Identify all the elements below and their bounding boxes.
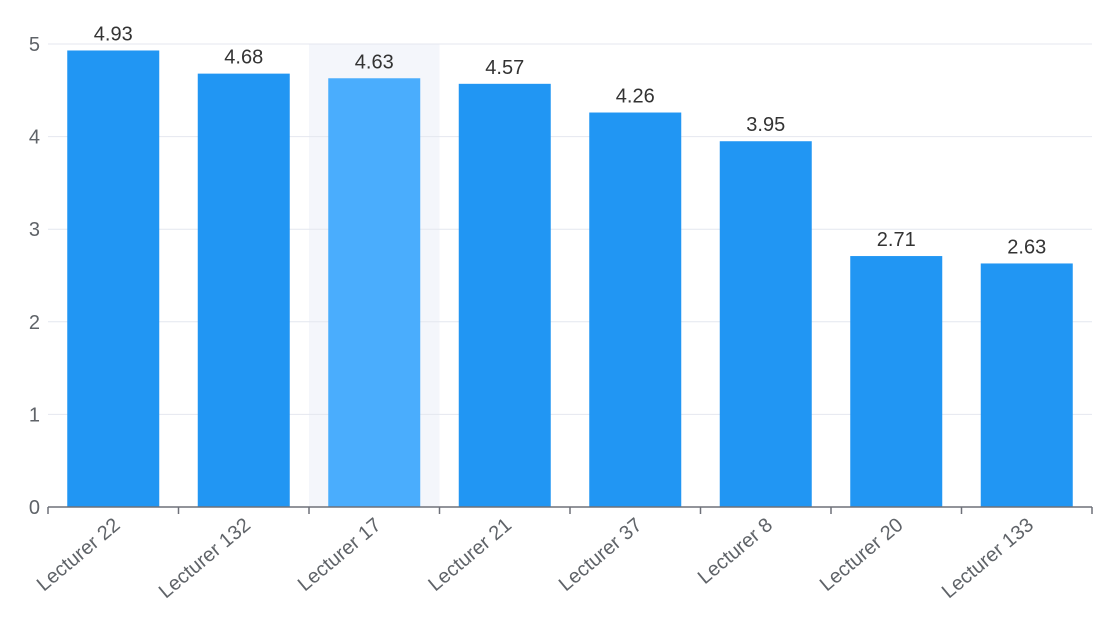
bar	[980, 263, 1073, 507]
x-tick-label: Lecturer 132	[155, 514, 255, 603]
bar	[719, 141, 812, 508]
y-tick-label: 3	[29, 219, 40, 241]
bar	[850, 256, 943, 507]
bar	[328, 78, 421, 508]
data-label: 4.57	[485, 57, 524, 79]
y-tick-label: 5	[29, 34, 40, 56]
data-label: 2.63	[1007, 236, 1046, 258]
y-tick-label: 1	[29, 404, 40, 426]
bar	[458, 83, 551, 508]
bar	[589, 112, 682, 508]
data-label: 4.68	[224, 47, 263, 69]
x-tick-label: Lecturer 37	[555, 514, 647, 596]
bar	[67, 50, 160, 508]
data-label: 4.26	[616, 86, 655, 108]
data-label: 4.93	[94, 23, 133, 45]
y-tick-label: 4	[29, 127, 40, 149]
x-tick-label: Lecturer 133	[938, 514, 1038, 603]
axis-layer	[47, 506, 1093, 514]
y-tick-label: 2	[29, 312, 40, 334]
bar	[197, 73, 290, 507]
x-tick-label: Lecturer 17	[294, 514, 386, 596]
data-label: 3.95	[746, 114, 785, 136]
x-tick-label: Lecturer 8	[694, 514, 777, 589]
x-tick-label: Lecturer 22	[33, 514, 125, 596]
x-tick-label: Lecturer 21	[424, 514, 516, 596]
y-tick-label: 0	[29, 497, 40, 519]
x-tick-label: Lecturer 20	[816, 514, 908, 596]
bar-layer	[67, 50, 1073, 508]
data-label: 4.63	[355, 51, 394, 73]
data-label: 2.71	[877, 229, 916, 251]
